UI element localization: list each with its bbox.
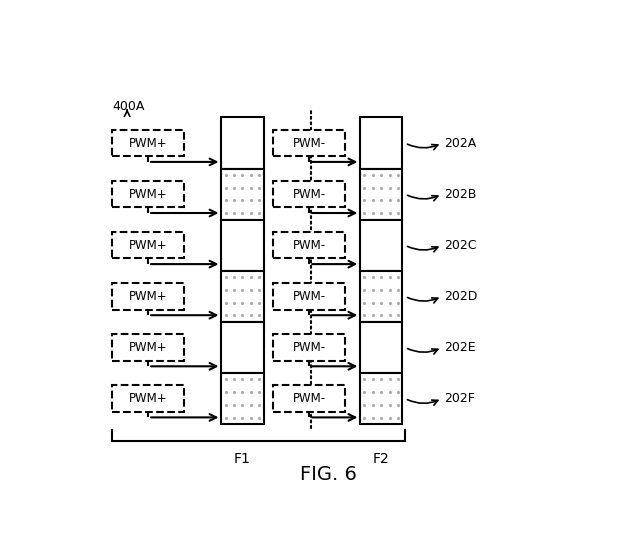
Bar bbox=[360, 117, 403, 169]
Bar bbox=[273, 334, 346, 361]
Text: 202A: 202A bbox=[445, 137, 477, 149]
Text: PWM-: PWM- bbox=[293, 187, 326, 201]
Bar bbox=[112, 334, 184, 361]
Bar bbox=[221, 322, 264, 373]
Bar bbox=[360, 373, 403, 424]
Bar bbox=[273, 283, 346, 310]
Bar bbox=[112, 130, 184, 156]
Bar bbox=[273, 130, 346, 156]
Text: PWM-: PWM- bbox=[293, 137, 326, 149]
Text: PWM-: PWM- bbox=[293, 392, 326, 405]
Bar bbox=[221, 220, 264, 271]
Text: 202C: 202C bbox=[445, 239, 477, 252]
Bar bbox=[221, 169, 264, 220]
Text: PWM+: PWM+ bbox=[129, 137, 168, 149]
Bar bbox=[360, 169, 403, 220]
Bar bbox=[273, 181, 346, 207]
Bar bbox=[112, 181, 184, 207]
Text: F1: F1 bbox=[234, 452, 251, 466]
Text: PWM+: PWM+ bbox=[129, 290, 168, 303]
Bar bbox=[221, 373, 264, 424]
Bar bbox=[360, 322, 403, 373]
Text: PWM+: PWM+ bbox=[129, 187, 168, 201]
Text: PWM-: PWM- bbox=[293, 239, 326, 252]
Bar bbox=[273, 232, 346, 258]
Bar bbox=[112, 283, 184, 310]
Text: 202F: 202F bbox=[445, 392, 476, 405]
Bar bbox=[221, 117, 264, 169]
Text: PWM-: PWM- bbox=[293, 341, 326, 354]
Text: PWM+: PWM+ bbox=[129, 341, 168, 354]
Bar bbox=[112, 385, 184, 412]
Text: F2: F2 bbox=[373, 452, 390, 466]
Bar bbox=[221, 271, 264, 322]
Bar bbox=[360, 220, 403, 271]
Text: 400A: 400A bbox=[112, 100, 145, 113]
Text: PWM-: PWM- bbox=[293, 290, 326, 303]
Bar bbox=[360, 271, 403, 322]
Text: 202D: 202D bbox=[445, 290, 478, 303]
Text: 202B: 202B bbox=[445, 187, 477, 201]
Text: 202E: 202E bbox=[445, 341, 476, 354]
Bar bbox=[112, 232, 184, 258]
Text: PWM+: PWM+ bbox=[129, 392, 168, 405]
Bar bbox=[273, 385, 346, 412]
Text: FIG. 6: FIG. 6 bbox=[300, 465, 356, 484]
Text: PWM+: PWM+ bbox=[129, 239, 168, 252]
